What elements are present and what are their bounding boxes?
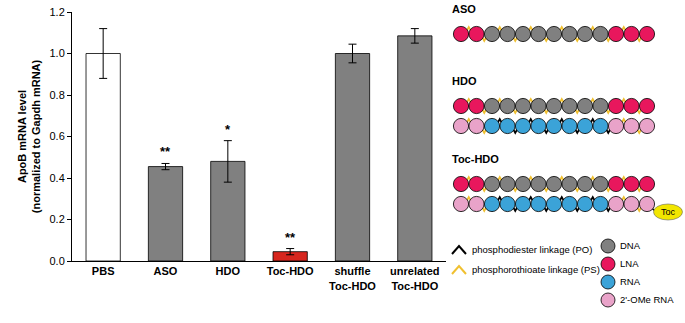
svg-text:*: * xyxy=(225,122,231,137)
svg-text:Toc-HDO: Toc-HDO xyxy=(267,265,314,277)
svg-text:0.8: 0.8 xyxy=(50,89,65,101)
svg-text:unrelatedToc-HDO: unrelatedToc-HDO xyxy=(390,265,440,291)
svg-text:shuffleToc-HDO: shuffleToc-HDO xyxy=(329,265,376,291)
svg-text:RNA: RNA xyxy=(620,276,641,287)
svg-text:PBS: PBS xyxy=(92,265,115,277)
svg-text:2'-OMe RNA: 2'-OMe RNA xyxy=(620,294,674,305)
svg-text:ASO: ASO xyxy=(154,265,178,277)
svg-text:**: ** xyxy=(285,230,296,245)
svg-text:DNA: DNA xyxy=(620,240,641,251)
svg-text:phosphodiester linkage (PO): phosphodiester linkage (PO) xyxy=(472,244,592,255)
svg-text:1.0: 1.0 xyxy=(50,47,65,59)
svg-text:0.4: 0.4 xyxy=(50,172,65,184)
svg-text:Toc: Toc xyxy=(661,207,676,217)
svg-text:phosphorothioate linkage (PS): phosphorothioate linkage (PS) xyxy=(472,264,600,275)
svg-text:0.2: 0.2 xyxy=(50,213,65,225)
svg-text:HDO: HDO xyxy=(216,265,241,277)
svg-text:0.0: 0.0 xyxy=(50,255,65,267)
svg-text:Toc-HDO: Toc-HDO xyxy=(452,153,499,165)
svg-text:ApoB mRNA level(normalized to: ApoB mRNA level(normalized to Gapdh mRNA… xyxy=(16,59,42,213)
svg-text:**: ** xyxy=(160,144,171,159)
svg-text:ASO: ASO xyxy=(452,3,476,15)
svg-text:1.2: 1.2 xyxy=(50,6,65,18)
svg-text:0.6: 0.6 xyxy=(50,130,65,142)
svg-text:HDO: HDO xyxy=(452,75,477,87)
svg-text:LNA: LNA xyxy=(620,258,639,269)
